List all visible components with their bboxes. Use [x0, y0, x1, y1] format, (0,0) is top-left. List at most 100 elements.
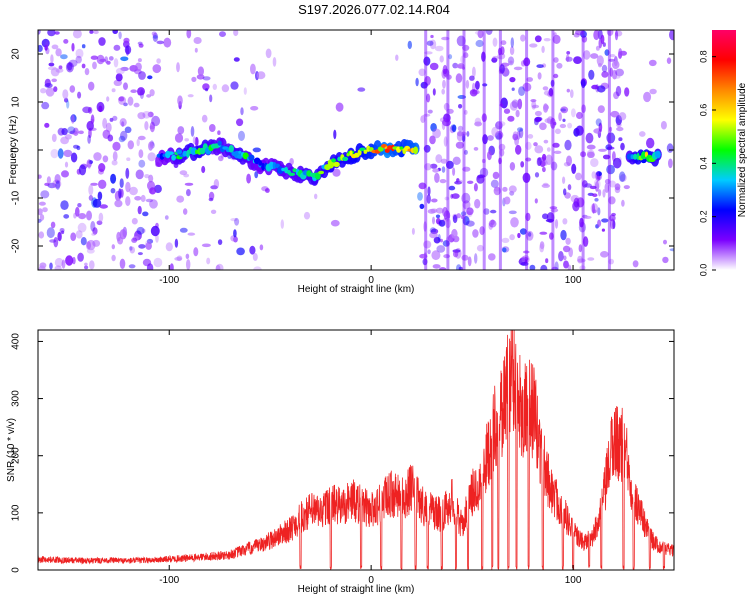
spectrogram-noise-point: [542, 166, 546, 173]
spectrogram-noise-point: [517, 98, 523, 110]
spectrogram-noise-point: [57, 148, 64, 159]
signal-track-point: [167, 151, 174, 155]
spectrogram-noise-point: [601, 228, 606, 232]
spectrogram-noise-point: [89, 30, 94, 34]
spectrogram-noise-point: [119, 258, 126, 269]
spectrogram-noise-point: [152, 64, 162, 74]
spectrogram-noise-point: [585, 132, 594, 144]
spectrogram-noise-point: [149, 187, 157, 195]
spectrogram-noise-point: [77, 203, 82, 208]
spectrogram-noise-point: [509, 77, 516, 83]
spectrogram-noise-point: [125, 181, 131, 193]
spectrogram-noise-point: [485, 30, 493, 35]
spectrogram-noise-point: [98, 179, 107, 189]
spectrogram-noise-point: [144, 240, 152, 250]
chart-title: S197.2026.077.02.14.R04: [298, 2, 450, 17]
spectrogram-noise-point: [206, 257, 211, 265]
spectrogram-noise-point: [256, 71, 266, 80]
spectrogram-noise-point: [649, 88, 657, 95]
spectrogram-noise-point: [433, 236, 441, 244]
spectrogram-noise-point: [463, 52, 469, 59]
spectrogram-noise-point: [169, 263, 174, 270]
spectrogram-noise-point: [517, 127, 524, 132]
spectrogram-noise-point: [38, 218, 42, 223]
spectrogram-noise-point: [592, 193, 598, 197]
spectrogram-noise-point: [186, 189, 191, 197]
spectrogram-noise-point: [113, 44, 121, 51]
spectrogram-noise-point: [114, 199, 123, 208]
spectrogram-noise-point: [522, 172, 531, 183]
spectrogram-noise-point: [590, 53, 599, 59]
spectrogram-noise-point: [552, 34, 561, 45]
spectrogram-noise-point: [467, 180, 474, 184]
spectrogram-noise-point: [234, 217, 240, 226]
spectrogram-noise-point: [597, 105, 605, 113]
spectrogram-noise-point: [217, 130, 221, 135]
spectrogram-noise-point: [604, 182, 610, 193]
signal-track-point: [314, 172, 321, 180]
spectrogram-noise-point: [519, 228, 527, 235]
spectrogram-noise-point: [70, 152, 78, 163]
spectrogram-noise-point: [512, 133, 519, 141]
spectrogram-noise-point: [477, 30, 484, 39]
spectrogram-noise-point: [596, 171, 600, 182]
spectrogram-noise-point: [543, 103, 549, 113]
spectrogram-noise-point: [218, 155, 224, 162]
spectrogram-noise-point: [61, 170, 69, 178]
spectrogram-noise-point: [118, 135, 126, 143]
spectrogram-noise-point: [81, 44, 86, 49]
spectrogram-noise-point: [602, 189, 606, 198]
spectrogram-noise-point: [98, 212, 104, 223]
spectrogram-noise-point: [109, 117, 114, 122]
spectrogram-noise-point: [510, 37, 514, 48]
spectrogram-noise-point: [88, 195, 94, 201]
spectrogram-noise-point: [669, 248, 674, 252]
spectrogram-noise-point: [455, 141, 464, 149]
spectrogram-noise-point: [455, 73, 463, 84]
spectrogram-noise-point: [612, 69, 618, 80]
spectrogram-noise-point: [543, 139, 549, 144]
spectrogram-noise-point: [462, 44, 470, 52]
spectrogram-noise-point: [90, 182, 98, 186]
spectrogram-noise-point: [118, 96, 127, 105]
spectrogram-noise-point: [99, 204, 108, 209]
spectrogram-noise-point: [152, 32, 159, 42]
spectrogram-noise-point: [38, 208, 43, 216]
spectrogram-noise-point: [45, 41, 49, 49]
spectrogram-noise-point: [215, 264, 221, 270]
spectrogram-noise-point: [51, 44, 59, 50]
spectrogram-noise-point: [554, 261, 559, 270]
spectrogram-noise-point: [517, 232, 521, 239]
signal-track-point: [327, 162, 334, 169]
spectrogram-noise-point: [465, 220, 475, 227]
spectrogram-noise-point: [102, 117, 108, 129]
spectrogram-noise-point: [446, 74, 452, 80]
spectrogram-noise-point: [129, 246, 135, 254]
spectrogram-noise-point: [191, 76, 197, 82]
spectrogram-noise-point: [142, 111, 151, 119]
spectrogram-noise-point: [92, 239, 101, 247]
signal-track-point: [413, 146, 419, 155]
spectrogram-noise-point: [41, 38, 50, 48]
spectrogram-noise-point: [479, 226, 485, 236]
spectrogram-noise-point: [490, 179, 499, 188]
spectrogram-noise-point: [600, 251, 609, 258]
spectrogram-noise-point: [553, 150, 562, 154]
spectrogram-noise-point: [431, 250, 441, 261]
spectrogram-noise-point: [303, 211, 311, 220]
spectrogram-noise-point: [612, 75, 621, 79]
spectrogram-noise-point: [330, 219, 340, 227]
spectrogram-noise-point: [111, 88, 116, 93]
spectrogram-noise-streak: [446, 30, 450, 270]
spectrogram-noise-point: [611, 60, 620, 70]
spectrogram-noise-point: [233, 229, 237, 238]
spectrogram-noise-point: [549, 232, 554, 240]
spectrogram-noise-point: [97, 191, 103, 201]
spectrogram-noise-point: [510, 217, 519, 228]
spectrogram-noise-point: [233, 30, 239, 37]
spectrogram-noise-point: [110, 173, 117, 184]
spectrogram-noise-point: [469, 89, 478, 97]
spectrogram-noise-point: [562, 245, 571, 253]
spectrogram-noise-point: [429, 39, 437, 50]
spectrogram-noise-point: [47, 30, 56, 37]
